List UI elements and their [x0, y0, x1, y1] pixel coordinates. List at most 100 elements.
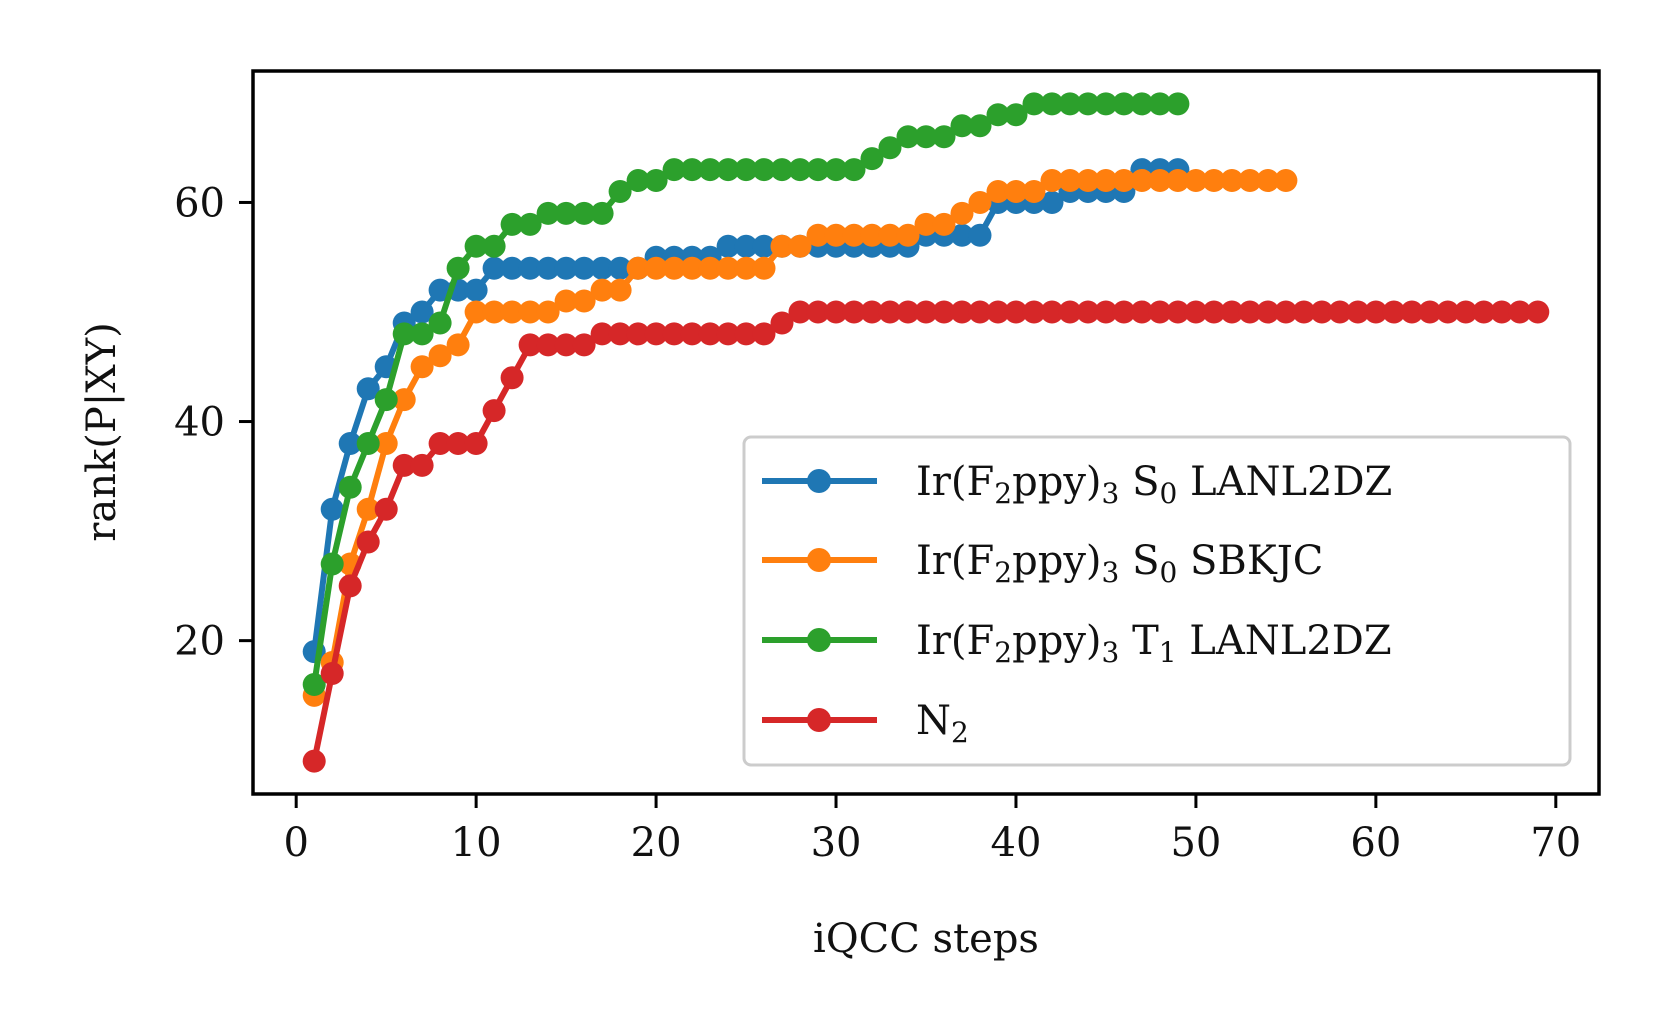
data-point: [968, 191, 992, 214]
data-point: [716, 256, 740, 280]
data-point: [392, 322, 416, 346]
data-point: [716, 322, 740, 346]
data-point: [1148, 92, 1172, 116]
data-point: [986, 103, 1010, 127]
data-point: [320, 552, 344, 576]
legend-entry: N2: [762, 698, 969, 749]
data-point: [1076, 300, 1100, 324]
data-point: [1058, 169, 1082, 192]
x-axis-label: iQCC steps: [813, 916, 1039, 962]
data-point: [338, 432, 362, 455]
data-point: [878, 136, 902, 160]
data-point: [734, 158, 758, 182]
data-point: [428, 311, 452, 335]
data-point: [446, 256, 470, 280]
data-point: [1490, 300, 1514, 324]
data-point: [1094, 92, 1118, 116]
data-point: [410, 322, 434, 346]
data-point: [1130, 169, 1154, 192]
legend-label: Ir(F2ppy)3 T1 LANL2DZ: [916, 618, 1392, 669]
data-point: [806, 300, 830, 324]
data-point: [1454, 300, 1478, 324]
data-point: [500, 212, 524, 236]
data-point: [914, 300, 938, 324]
data-point: [356, 497, 380, 521]
data-point: [1022, 92, 1046, 116]
data-point: [662, 322, 686, 346]
data-point: [1040, 300, 1064, 324]
data-point: [554, 256, 578, 280]
data-point: [806, 158, 830, 182]
data-point: [824, 300, 848, 324]
data-point: [1364, 300, 1388, 324]
data-point: [1130, 300, 1154, 324]
data-point: [500, 300, 524, 324]
legend-entry: Ir(F2ppy)3 T1 LANL2DZ: [762, 618, 1392, 669]
data-point: [1112, 169, 1136, 192]
data-point: [788, 158, 812, 182]
data-point: [1112, 92, 1136, 116]
data-point: [1508, 300, 1532, 324]
data-point: [374, 432, 398, 455]
data-point: [1004, 180, 1028, 203]
data-point: [842, 223, 866, 247]
data-point: [590, 278, 614, 302]
data-point: [302, 749, 326, 773]
data-point: [482, 399, 506, 423]
series-1: [302, 169, 1298, 707]
data-point: [1220, 300, 1244, 324]
data-point: [932, 300, 956, 324]
data-point: [626, 322, 650, 346]
data-point: [752, 234, 776, 258]
x-tick-label: 60: [1350, 820, 1401, 866]
data-point: [1472, 300, 1496, 324]
legend-marker: [807, 548, 831, 572]
data-point: [968, 223, 992, 247]
legend-entry: Ir(F2ppy)3 S0 LANL2DZ: [762, 459, 1392, 510]
data-point: [608, 322, 632, 346]
data-point: [1238, 169, 1262, 192]
data-point: [518, 212, 542, 236]
data-point: [626, 256, 650, 280]
data-point: [482, 300, 506, 324]
data-point: [536, 201, 560, 225]
data-point: [932, 212, 956, 236]
data-point: [896, 125, 920, 149]
data-point: [500, 366, 524, 390]
data-point: [320, 662, 344, 685]
data-point: [410, 300, 434, 324]
data-point: [536, 333, 560, 357]
data-point: [950, 300, 974, 324]
data-point: [374, 388, 398, 412]
data-point: [446, 333, 470, 357]
legend-entry: Ir(F2ppy)3 S0 SBKJC: [762, 538, 1323, 589]
legend-box: [742, 435, 1572, 767]
data-point: [1526, 300, 1550, 324]
data-point: [500, 256, 524, 280]
data-point: [1346, 300, 1370, 324]
data-point: [1040, 92, 1064, 116]
legend: Ir(F2ppy)3 S0 LANL2DZ Ir(F2ppy)3 S0 SBKJC…: [742, 435, 1572, 767]
data-point: [878, 300, 902, 324]
data-point: [572, 256, 596, 280]
data-point: [770, 311, 794, 335]
legend-marker: [807, 628, 831, 652]
data-point: [1292, 300, 1316, 324]
data-point: [734, 256, 758, 280]
data-point: [428, 432, 452, 455]
data-point: [752, 256, 776, 280]
data-point: [950, 223, 974, 247]
data-point: [482, 234, 506, 258]
data-point: [464, 432, 488, 455]
y-tick-label: 40: [174, 400, 225, 446]
x-tick-label: 40: [991, 820, 1042, 866]
data-point: [1220, 169, 1244, 192]
data-point: [410, 355, 434, 379]
data-point: [716, 234, 740, 258]
data-point: [698, 158, 722, 182]
data-point: [788, 234, 812, 258]
data-point: [1274, 169, 1298, 192]
data-point: [338, 574, 362, 598]
data-point: [1094, 169, 1118, 192]
